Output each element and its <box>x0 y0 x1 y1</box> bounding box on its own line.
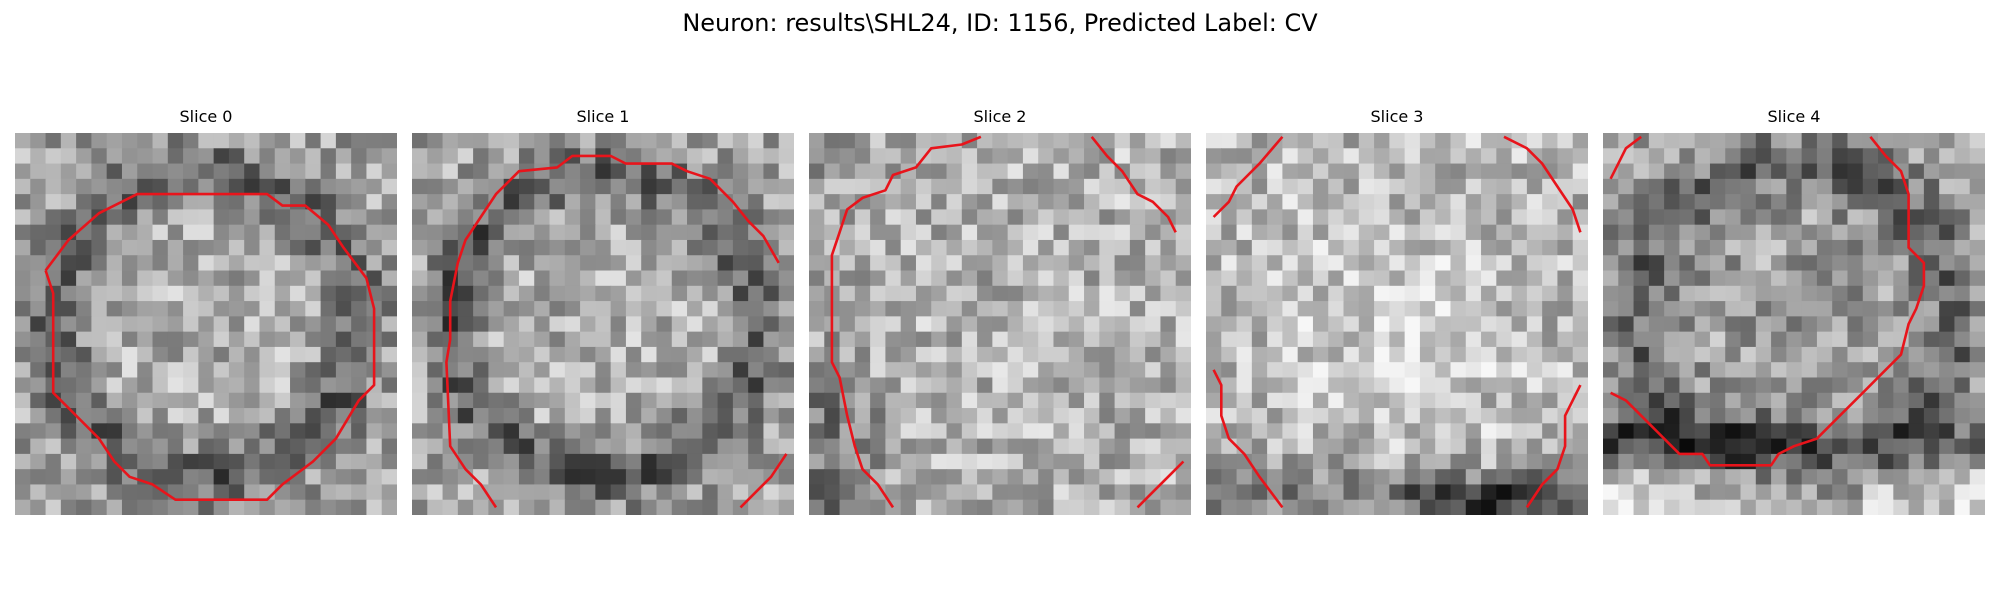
slice-panels: Slice 0 Slice 1 Slice 2 Slice 3 Slice 4 <box>15 107 1985 521</box>
pixel-grid <box>809 133 1191 515</box>
slice-title-2: Slice 2 <box>973 107 1027 126</box>
contour-line-1 <box>1090 135 1177 233</box>
slice-title-4: Slice 4 <box>1767 107 1821 126</box>
slice-panel-2: Slice 2 <box>809 107 1191 521</box>
slice-panel-4: Slice 4 <box>1603 107 1985 521</box>
slice-panel-3: Slice 3 <box>1206 107 1588 521</box>
contour-line-1 <box>1610 135 1926 467</box>
contour-line-0 <box>44 192 376 502</box>
slice-image-2 <box>809 133 1191 515</box>
pixel-grid <box>1206 133 1588 515</box>
slice-panel-0: Slice 0 <box>15 107 397 521</box>
contour-line-0 <box>1212 135 1284 218</box>
slice-title-0: Slice 0 <box>179 107 233 126</box>
contour-line-0 <box>445 154 780 509</box>
contour-line-2 <box>1136 460 1185 509</box>
figure-title: Neuron: results\SHL24, ID: 1156, Predict… <box>682 9 1318 37</box>
pixel-grid <box>15 133 397 515</box>
contour-line-0 <box>830 135 982 509</box>
pixel-grid <box>1603 133 1985 515</box>
contour-line-1 <box>1503 135 1582 233</box>
pixel-grid <box>412 133 794 515</box>
contour-line-1 <box>739 453 788 509</box>
contour-line-2 <box>1212 369 1284 509</box>
slice-image-3 <box>1206 133 1588 515</box>
contour-line-3 <box>1525 384 1582 509</box>
slice-title-1: Slice 1 <box>576 107 630 126</box>
slice-image-0 <box>15 133 397 515</box>
slice-image-4 <box>1603 133 1985 515</box>
slice-title-3: Slice 3 <box>1370 107 1424 126</box>
slice-image-1 <box>412 133 794 515</box>
contour-line-0 <box>1609 135 1642 180</box>
slice-panel-1: Slice 1 <box>412 107 794 521</box>
